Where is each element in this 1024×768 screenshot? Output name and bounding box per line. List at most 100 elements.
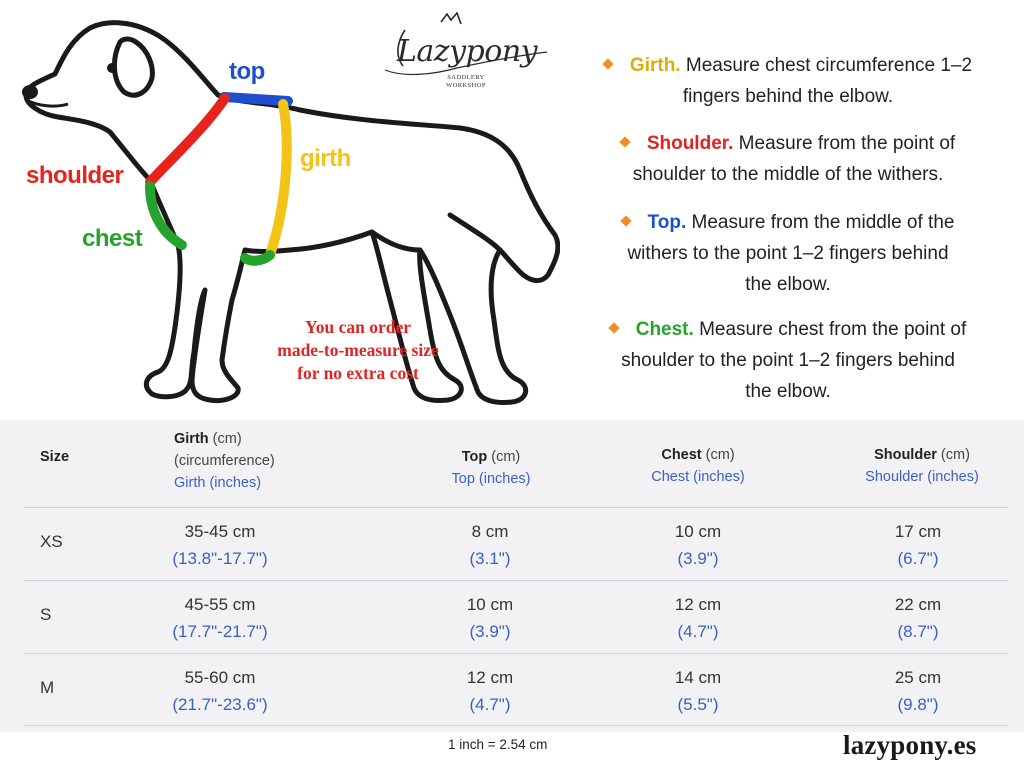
shoulder-strap xyxy=(145,93,230,187)
header-girth-unit: (cm) xyxy=(208,431,242,447)
header-shoulder-inches: Shoulder (inches) xyxy=(865,469,979,485)
cell-inches: (13.8"-17.7") xyxy=(172,549,268,568)
instruction-term: Top. xyxy=(647,212,687,233)
instruction-text: the elbow. xyxy=(745,274,831,295)
girth-strap xyxy=(265,99,292,260)
cell-cm: 12 cm xyxy=(466,668,514,687)
cell-size: S xyxy=(40,605,52,624)
cell-girth: 55-60 cm (21.7"-23.6") xyxy=(150,664,290,718)
dog-nose xyxy=(22,85,38,99)
chest-strap xyxy=(145,181,187,250)
diagram-label-chest: chest xyxy=(82,225,143,252)
cell-inches: (4.7") xyxy=(469,695,511,714)
cell-cm: 55-60 cm xyxy=(184,668,256,687)
dog-eye xyxy=(107,63,117,73)
cell-top: 8 cm (3.1") xyxy=(440,518,540,572)
instruction-text: Measure chest circumference 1–2 xyxy=(685,55,973,76)
cell-inches: (3.1") xyxy=(469,549,511,568)
bullet-diamond-icon xyxy=(602,58,614,70)
header-size: Size xyxy=(40,449,70,465)
cell-top: 12 cm (4.7") xyxy=(440,664,540,718)
bullet-diamond-icon xyxy=(619,136,631,148)
logo-subtitle: WORKSHOP xyxy=(446,82,486,89)
header-chest: Chest (cm) Chest (inches) xyxy=(636,444,760,488)
table-row: M 55-60 cm (21.7"-23.6") 12 cm (4.7") 14 c… xyxy=(0,658,1024,730)
cell-cm: 22 cm xyxy=(894,595,942,614)
cell-cm: 8 cm xyxy=(471,522,509,541)
cell-cm: 45-55 cm xyxy=(184,595,256,614)
girth-strap-bottom xyxy=(240,250,275,266)
row-divider xyxy=(24,507,1008,508)
header-top-unit: (cm) xyxy=(487,449,521,465)
cell-girth: 45-55 cm (17.7"-21.7") xyxy=(150,591,290,645)
header-girth-inches: Girth (inches) xyxy=(174,475,262,491)
instruction-chest: Chest. Measure chest from the point of s… xyxy=(562,314,1014,407)
cell-inches: (5.5") xyxy=(677,695,719,714)
instruction-text: the elbow. xyxy=(745,381,831,402)
instruction-text: fingers behind the elbow. xyxy=(682,86,894,107)
diagram-label-top: top xyxy=(229,58,265,85)
header-girth-sub: (circumference) xyxy=(174,453,275,469)
cell-shoulder: 17 cm (6.7") xyxy=(868,518,968,572)
cell-shoulder: 22 cm (8.7") xyxy=(868,591,968,645)
header-girth: Girth (cm) (circumference) Girth (inches… xyxy=(174,428,275,494)
instruction-text: shoulder to the point 1–2 fingers behind xyxy=(621,350,955,371)
header-shoulder-unit: (cm) xyxy=(936,447,970,463)
cell-cm: 25 cm xyxy=(894,668,942,687)
row-divider xyxy=(24,725,1008,726)
dog-outline xyxy=(23,20,560,405)
header-girth-label: Girth xyxy=(174,431,209,447)
dog-illustration xyxy=(22,20,560,405)
header-top: Top (cm) Top (inches) xyxy=(445,446,537,490)
website-link[interactable]: lazypony.es xyxy=(843,730,977,760)
top-strap xyxy=(219,92,293,106)
cell-inches: (6.7") xyxy=(897,549,939,568)
header-chest-label: Chest xyxy=(661,447,702,463)
instruction-term: Shoulder. xyxy=(646,133,734,154)
cell-inches: (9.8") xyxy=(897,695,939,714)
size-table: Size Girth (cm) (circumference) Girth (i… xyxy=(0,420,1024,732)
lazypony-logo: Lazypony SADDLERY WORKSHOP xyxy=(375,12,555,90)
cell-size: XS xyxy=(40,532,63,551)
cell-inches: (17.7"-21.7") xyxy=(172,622,268,641)
cell-top: 10 cm (3.9") xyxy=(440,591,540,645)
cell-inches: (3.9") xyxy=(677,549,719,568)
cell-cm: 10 cm xyxy=(674,522,722,541)
cell-inches: (8.7") xyxy=(897,622,939,641)
unit-conversion-note: 1 inch = 2.54 cm xyxy=(448,737,548,752)
cell-girth: 35-45 cm (13.8"-17.7") xyxy=(150,518,290,572)
instruction-text: Measure chest from the point of xyxy=(699,319,967,340)
instruction-shoulder: Shoulder. Measure from the point of shou… xyxy=(562,128,1014,190)
bullet-diamond-icon xyxy=(619,215,632,227)
header-shoulder-label: Shoulder xyxy=(874,447,937,463)
table-row: XS 35-45 cm (13.8"-17.7") 8 cm (3.1") 10 c… xyxy=(0,512,1024,584)
diagram-label-girth: girth xyxy=(300,145,351,172)
cell-cm: 35-45 cm xyxy=(184,522,256,541)
logo-wordmark: Lazypony xyxy=(397,34,538,69)
cell-inches: (3.9") xyxy=(469,622,511,641)
made-to-measure-note: You can order made-to-measure size for n… xyxy=(240,316,476,385)
header-shoulder: Shoulder (cm) Shoulder (inches) xyxy=(852,444,992,488)
row-divider xyxy=(24,653,1008,654)
row-divider xyxy=(24,580,1008,581)
cell-cm: 12 cm xyxy=(674,595,722,614)
cell-chest: 12 cm (4.7") xyxy=(648,591,748,645)
cell-cm: 14 cm xyxy=(674,668,722,687)
instruction-text: withers to the point 1–2 fingers behind xyxy=(627,243,949,264)
logo-subtitle: SADDLERY xyxy=(447,74,485,81)
diagram-label-shoulder: shoulder xyxy=(26,162,124,189)
header-chest-inches: Chest (inches) xyxy=(651,469,745,485)
table-row: S 45-55 cm (17.7"-21.7") 10 cm (3.9") 12 c… xyxy=(0,585,1024,657)
promo-line: You can order xyxy=(305,317,411,337)
cell-cm: 17 cm xyxy=(894,522,942,541)
cell-chest: 10 cm (3.9") xyxy=(648,518,748,572)
cell-shoulder: 25 cm (9.8") xyxy=(868,664,968,718)
header-chest-unit: (cm) xyxy=(701,447,735,463)
instruction-text: Measure from the middle of the xyxy=(691,212,955,233)
pony-ears-icon xyxy=(384,12,548,76)
cell-cm: 10 cm xyxy=(466,595,514,614)
cell-size: M xyxy=(40,678,55,697)
cell-inches: (21.7"-23.6") xyxy=(172,695,268,714)
header-top-inches: Top (inches) xyxy=(451,471,531,487)
cell-chest: 14 cm (5.5") xyxy=(648,664,748,718)
